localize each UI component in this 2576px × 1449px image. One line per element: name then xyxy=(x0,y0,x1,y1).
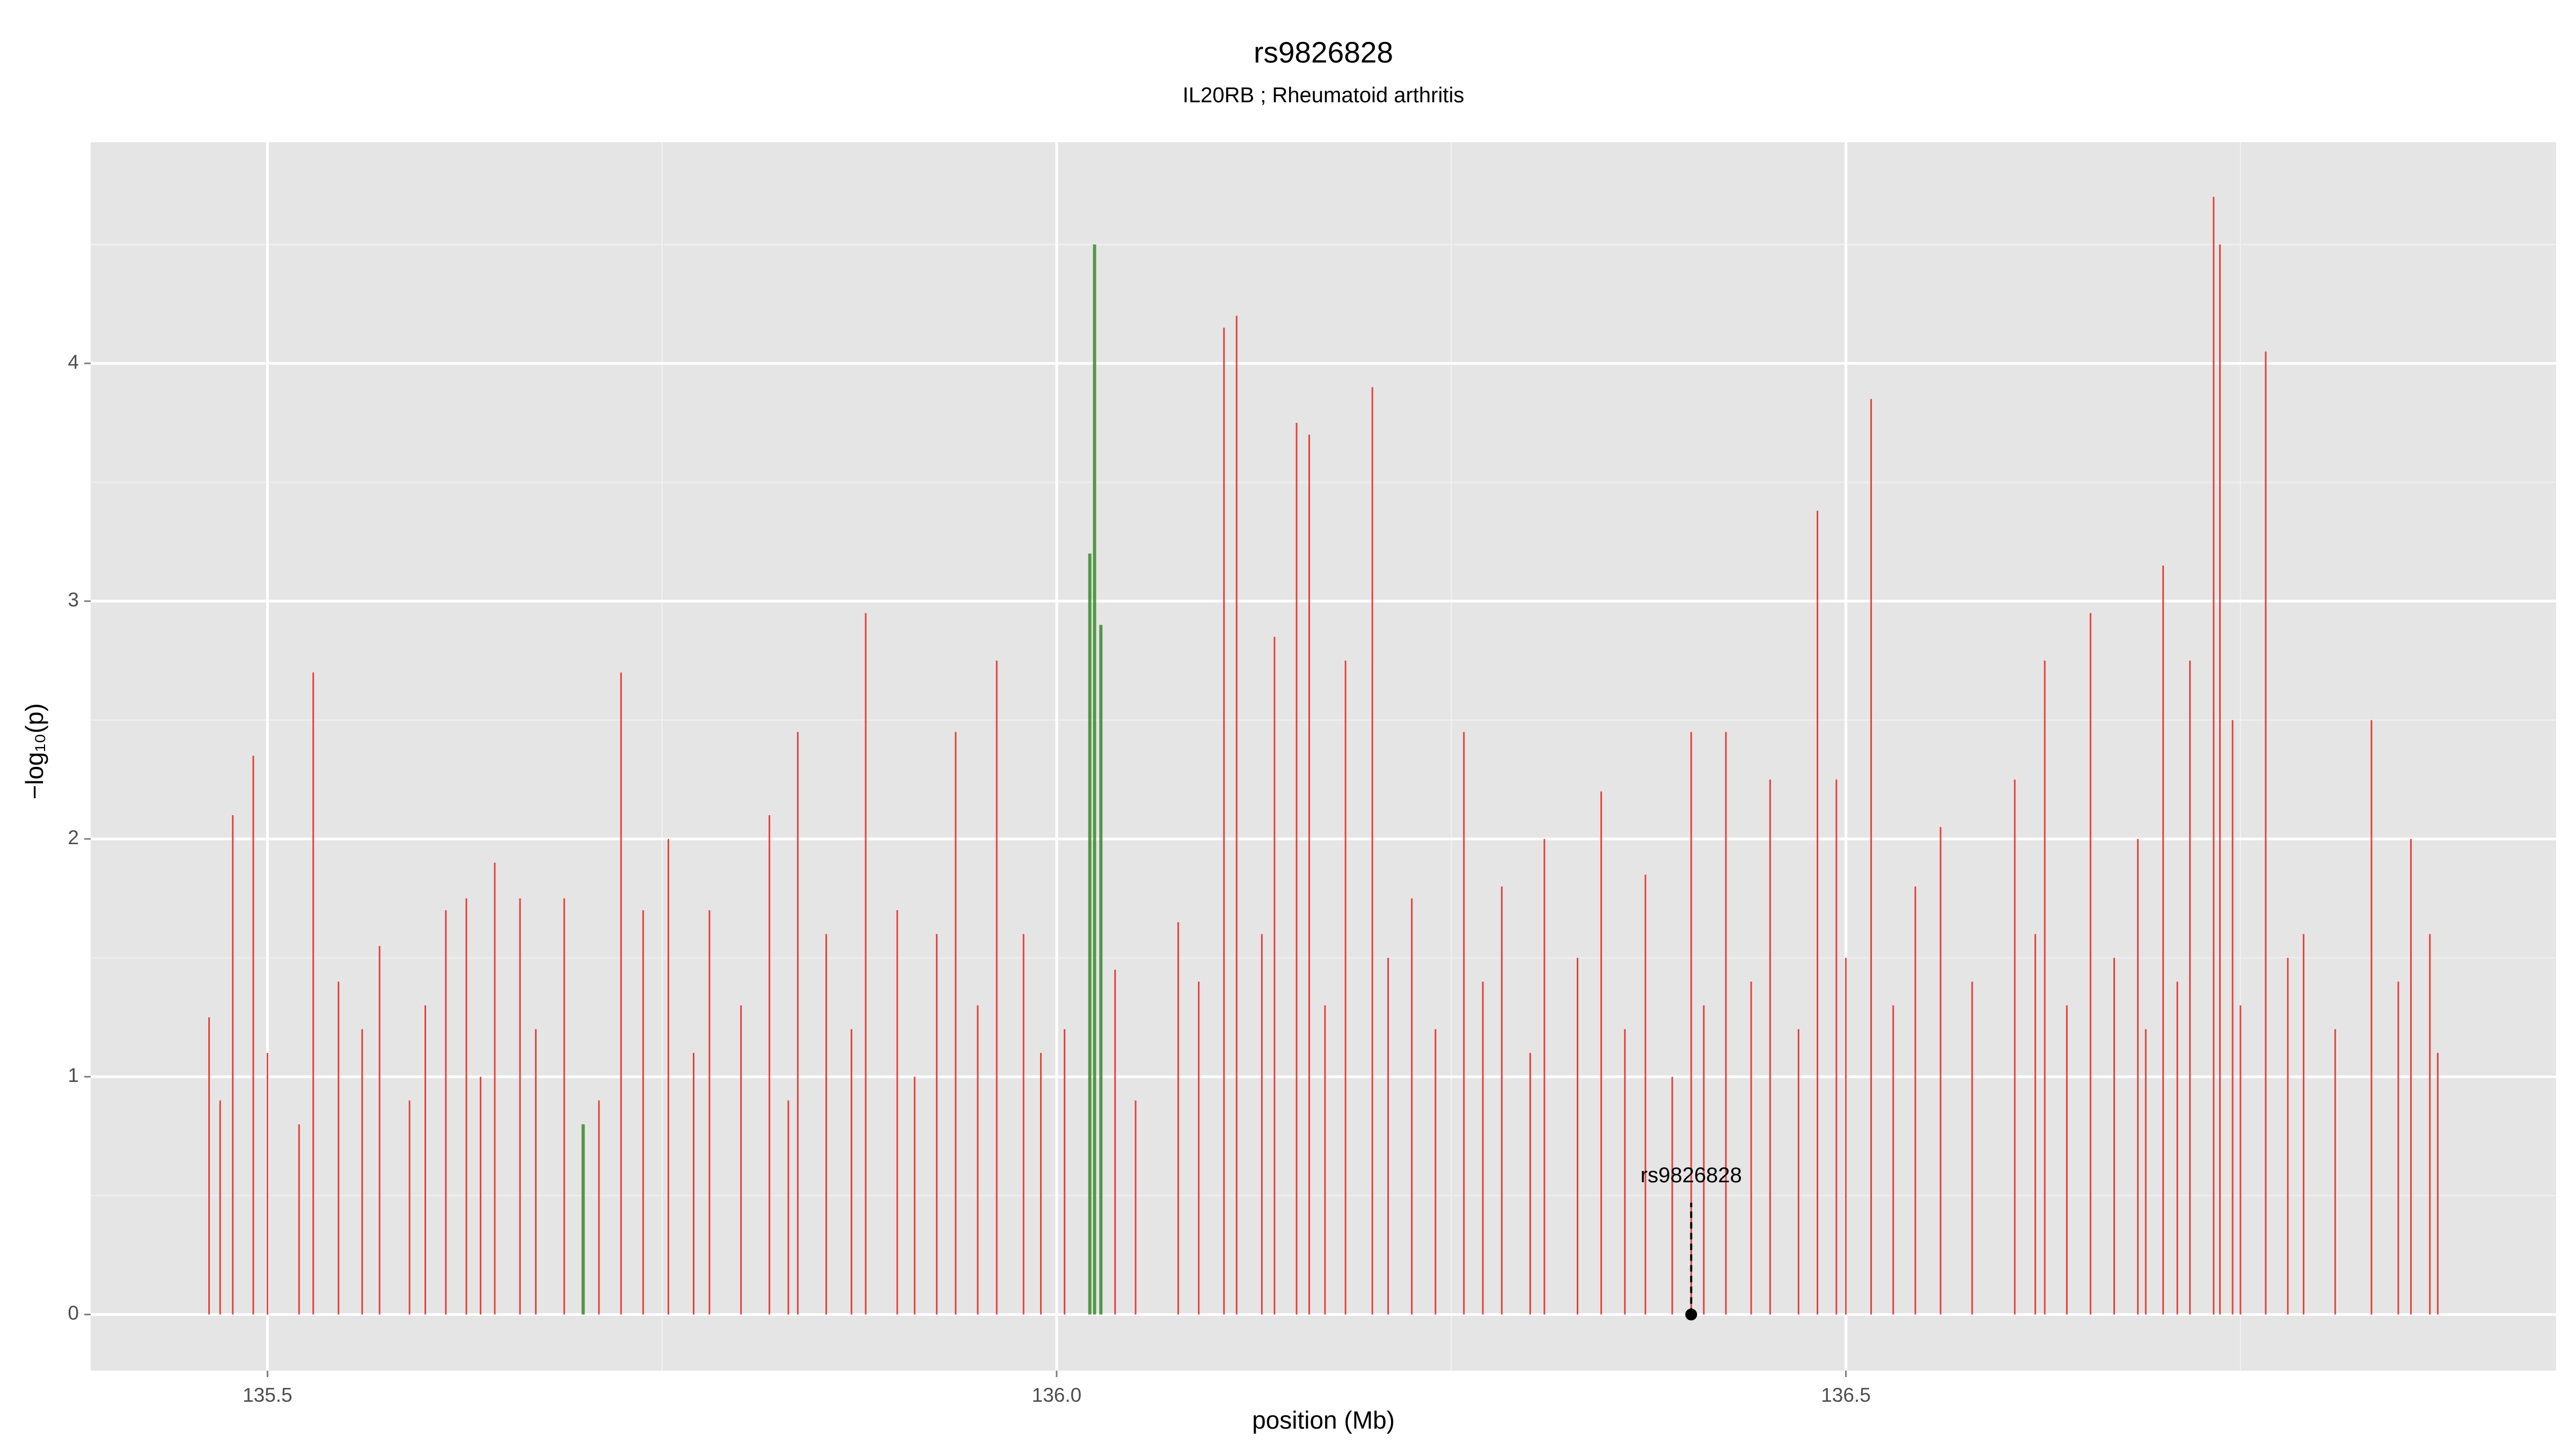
plot-background xyxy=(91,142,2556,1371)
y-tick-label: 0 xyxy=(68,1302,79,1324)
x-tick-label: 136.5 xyxy=(1821,1384,1871,1406)
chart-title: rs9826828 xyxy=(1254,36,1393,69)
chart-subtitle: IL20RB ; Rheumatoid arthritis xyxy=(1183,84,1465,107)
y-tick-label: 2 xyxy=(68,826,79,848)
x-axis-title: position (Mb) xyxy=(1252,1406,1395,1434)
y-tick-label: 3 xyxy=(68,589,79,611)
annotation-label: rs9826828 xyxy=(1641,1163,1742,1187)
y-tick-label: 1 xyxy=(68,1064,79,1086)
x-tick-label: 135.5 xyxy=(243,1384,292,1406)
y-tick-label: 4 xyxy=(68,351,79,373)
annotated-point xyxy=(1685,1308,1697,1321)
x-tick-label: 136.0 xyxy=(1032,1384,1082,1406)
y-axis-title: −log₁₀(p) xyxy=(20,703,48,799)
